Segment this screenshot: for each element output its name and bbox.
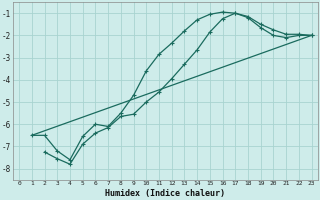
X-axis label: Humidex (Indice chaleur): Humidex (Indice chaleur) — [105, 189, 225, 198]
